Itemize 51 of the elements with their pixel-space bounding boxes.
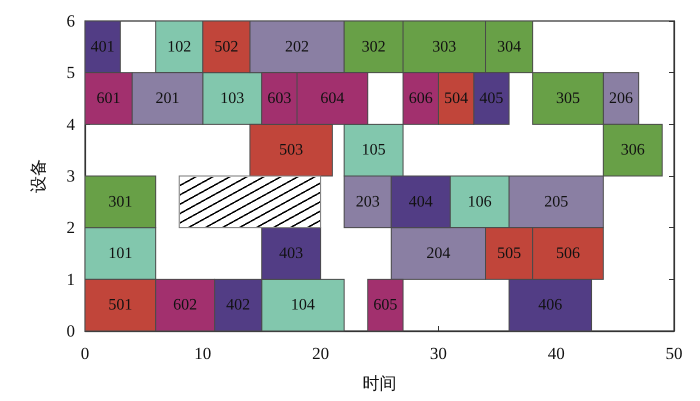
x-axis-title: 时间 — [362, 374, 396, 393]
series-label: 501 — [108, 296, 132, 314]
x-tick-label: 50 — [666, 344, 682, 363]
x-tick-label: 30 — [430, 344, 447, 363]
y-tick-label: 5 — [66, 63, 75, 82]
y-tick-label: 2 — [66, 218, 75, 238]
series-label: 602 — [173, 296, 198, 314]
y-tick-label: 1 — [66, 270, 75, 289]
x-tick-label: 10 — [194, 344, 212, 363]
series-label: 506 — [556, 245, 580, 262]
x-tick-label: 20 — [312, 344, 330, 363]
series-label: 102 — [167, 38, 192, 56]
series-label: 305 — [556, 90, 580, 107]
series-label: 404 — [408, 193, 433, 210]
series-label: 401 — [90, 38, 115, 56]
series-label: 104 — [290, 296, 315, 314]
series-label: 402 — [226, 296, 250, 314]
x-tick-label: 0 — [80, 344, 90, 363]
series-label: 406 — [538, 296, 562, 314]
series-label: 603 — [267, 90, 292, 107]
series-label: 503 — [279, 142, 304, 159]
series-label: 205 — [544, 193, 568, 210]
series-label: 306 — [620, 142, 645, 159]
y-tick-label: 0 — [66, 322, 75, 340]
series-label: 605 — [373, 296, 398, 314]
series-label: 206 — [608, 90, 633, 107]
series-label: 505 — [497, 245, 522, 262]
y-tick-label: 6 — [66, 12, 75, 30]
series-label: 403 — [279, 245, 304, 262]
series-label: 103 — [220, 90, 244, 107]
series-label: 303 — [432, 38, 456, 56]
series-label: 302 — [362, 38, 386, 56]
series-label: 502 — [214, 38, 238, 56]
series-label: 504 — [444, 90, 468, 107]
series-label: 604 — [320, 90, 344, 107]
series-label: 201 — [155, 90, 180, 107]
x-tick-label: 40 — [548, 344, 565, 363]
y-axis-title: 设备 — [29, 159, 48, 193]
series-label: 106 — [468, 193, 492, 210]
series-label: 203 — [356, 193, 380, 210]
series-label: 405 — [479, 90, 504, 107]
series-label: 301 — [108, 193, 132, 210]
series-label: 304 — [497, 38, 522, 56]
series-label: 606 — [408, 90, 433, 107]
series-label: 601 — [96, 90, 121, 107]
series-label: 204 — [426, 245, 450, 262]
series-label: 105 — [362, 142, 386, 159]
y-tick-label: 3 — [66, 166, 75, 186]
series-label: 202 — [285, 38, 310, 56]
series-label: 101 — [108, 245, 132, 262]
y-tick-label: 4 — [66, 114, 76, 134]
